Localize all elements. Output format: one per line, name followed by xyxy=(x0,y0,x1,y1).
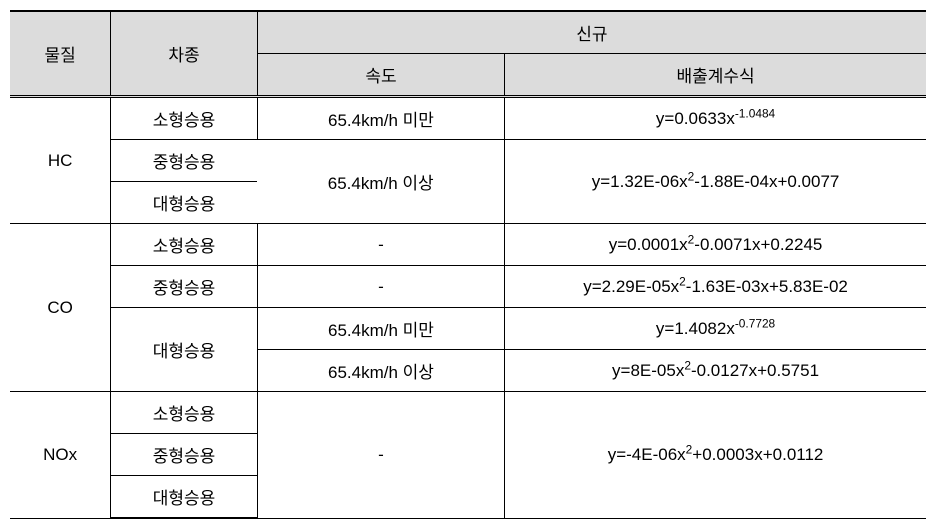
cell-co-spd4: 65.4km/h 이상 xyxy=(257,350,504,392)
cell-hc-spd1: 65.4km/h 미만 xyxy=(257,97,504,140)
header-speed: 속도 xyxy=(257,54,504,97)
cell-nox-car1: 소형승용 xyxy=(111,392,258,434)
cell-co-spd2: - xyxy=(257,266,504,308)
cell-nox-car3: 대형승용 xyxy=(111,476,258,519)
cell-hc-car-mid-large: 중형승용 대형승용 xyxy=(111,140,258,224)
cell-co-for1: y=0.0001x2-0.0071x+0.2245 xyxy=(505,224,926,266)
cell-co-car1: 소형승용 xyxy=(111,224,258,266)
cell-co-for3: y=1.4082x-0.7728 xyxy=(505,308,926,350)
cell-nox-spd: - xyxy=(257,392,504,519)
cell-co-spd1: - xyxy=(257,224,504,266)
cell-hc-spd2: 65.4km/h 이상 xyxy=(257,140,504,224)
cell-co-label: CO xyxy=(10,224,111,392)
cell-nox-label: NOx xyxy=(10,392,111,519)
cell-co-spd3: 65.4km/h 미만 xyxy=(257,308,504,350)
cell-hc-for1: y=0.0633x-1.0484 xyxy=(505,97,926,140)
cell-co-car3: 대형승용 xyxy=(111,308,258,392)
cell-hc-label: HC xyxy=(10,97,111,224)
header-substance: 물질 xyxy=(10,11,111,97)
cell-hc-for2: y=1.32E-06x2-1.88E-04x+0.0077 xyxy=(505,140,926,224)
emission-table: 물질 차종 신규 속도 배출계수식 HC 소형승용 65.4km/h 미만 y=… xyxy=(10,10,926,519)
cell-co-car2: 중형승용 xyxy=(111,266,258,308)
header-new: 신규 xyxy=(257,11,926,54)
cell-co-for4: y=8E-05x2-0.0127x+0.5751 xyxy=(505,350,926,392)
cell-nox-for: y=-4E-06x2+0.0003x+0.0112 xyxy=(505,392,926,519)
cell-co-for2: y=2.29E-05x2-1.63E-03x+5.83E-02 xyxy=(505,266,926,308)
header-car-type: 차종 xyxy=(111,11,258,97)
cell-nox-car2: 중형승용 xyxy=(111,434,258,476)
cell-hc-car1: 소형승용 xyxy=(111,97,258,140)
header-formula: 배출계수식 xyxy=(505,54,926,97)
